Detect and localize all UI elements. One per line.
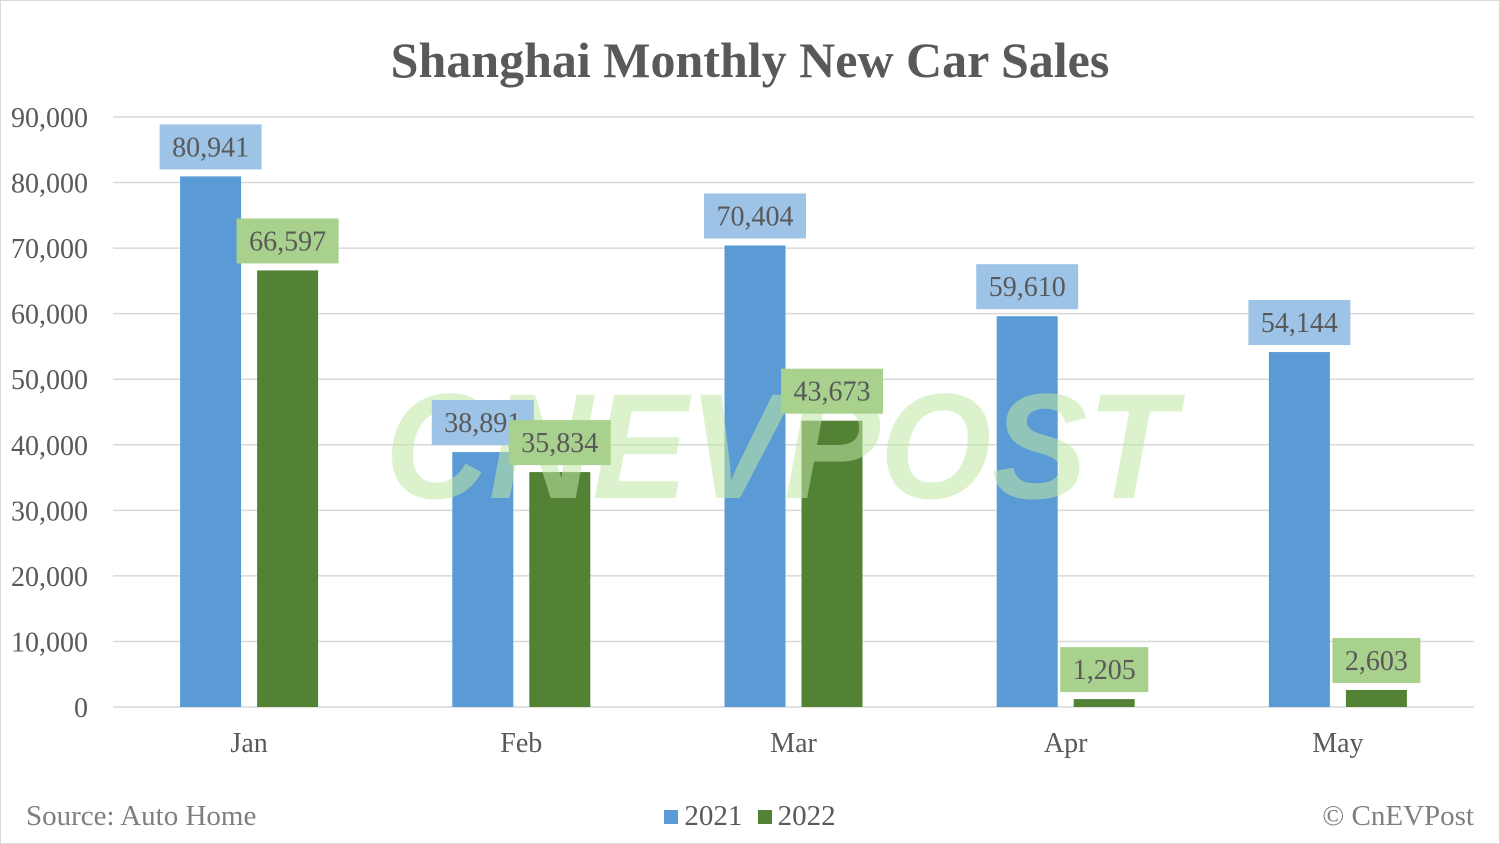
legend-item-2021: 2021 [664, 798, 742, 834]
data-label-box [1332, 637, 1421, 683]
bar-2021-may [1268, 352, 1330, 707]
source-note: Source: Auto Home [26, 800, 257, 832]
data-label: 70,404 [717, 201, 794, 232]
bar-2021-mar [724, 245, 786, 708]
y-tick-label: 0 [74, 693, 88, 724]
y-tick-label: 30,000 [11, 496, 88, 527]
data-label: 66,597 [249, 226, 326, 257]
bars [180, 176, 1407, 708]
data-label: 80,941 [172, 132, 249, 163]
data-label: 1,205 [1073, 655, 1136, 686]
legend-label-2021: 2021 [684, 800, 743, 832]
data-label-box [781, 368, 883, 414]
y-tick-label: 70,000 [11, 234, 88, 265]
y-tick-label: 20,000 [11, 562, 88, 593]
y-tick-label: 80,000 [11, 169, 88, 200]
data-label-box [1248, 300, 1351, 346]
copyright-note: © CnEVPost [1322, 800, 1474, 832]
data-label: 43,673 [794, 377, 871, 408]
legend-swatch-2021 [664, 810, 679, 824]
x-tick-label: Jan [230, 728, 267, 759]
x-tick-label: May [1312, 728, 1363, 759]
bar-2022-jan [257, 270, 319, 707]
data-label: 2,603 [1345, 646, 1408, 677]
legend-label-2022: 2022 [777, 800, 836, 832]
legend: 2021 2022 [0, 798, 1500, 834]
bar-2022-feb [529, 472, 591, 707]
legend-item-2022: 2022 [757, 798, 836, 834]
data-label: 38,891 [444, 408, 521, 439]
bar-2021-feb [452, 452, 514, 707]
x-tick-label: Mar [770, 728, 817, 759]
x-tick-label: Feb [500, 728, 542, 759]
bar-2021-apr [996, 316, 1058, 707]
data-label: 59,610 [989, 272, 1066, 303]
data-label-box [236, 218, 339, 264]
y-tick-label: 90,000 [11, 103, 88, 134]
x-tick-label: Apr [1044, 728, 1088, 759]
data-label: 54,144 [1261, 308, 1338, 339]
data-label-box [704, 193, 806, 239]
chart-title: Shanghai Monthly New Car Sales [390, 32, 1110, 88]
bar-2022-may [1345, 689, 1407, 707]
y-tick-label: 10,000 [11, 627, 88, 658]
data-label: 35,834 [521, 428, 598, 459]
y-tick-label: 50,000 [11, 365, 88, 396]
y-tick-label: 60,000 [11, 300, 88, 331]
legend-swatch-2022 [757, 810, 772, 824]
data-label-box [508, 420, 611, 466]
data-label-box [159, 124, 262, 170]
bar-2022-apr [1073, 699, 1135, 707]
data-label-box [976, 264, 1079, 310]
bar-2022-mar [801, 420, 863, 707]
data-label-box [1060, 647, 1149, 693]
bar-2021-jan [180, 176, 242, 707]
y-tick-label: 40,000 [11, 431, 88, 462]
